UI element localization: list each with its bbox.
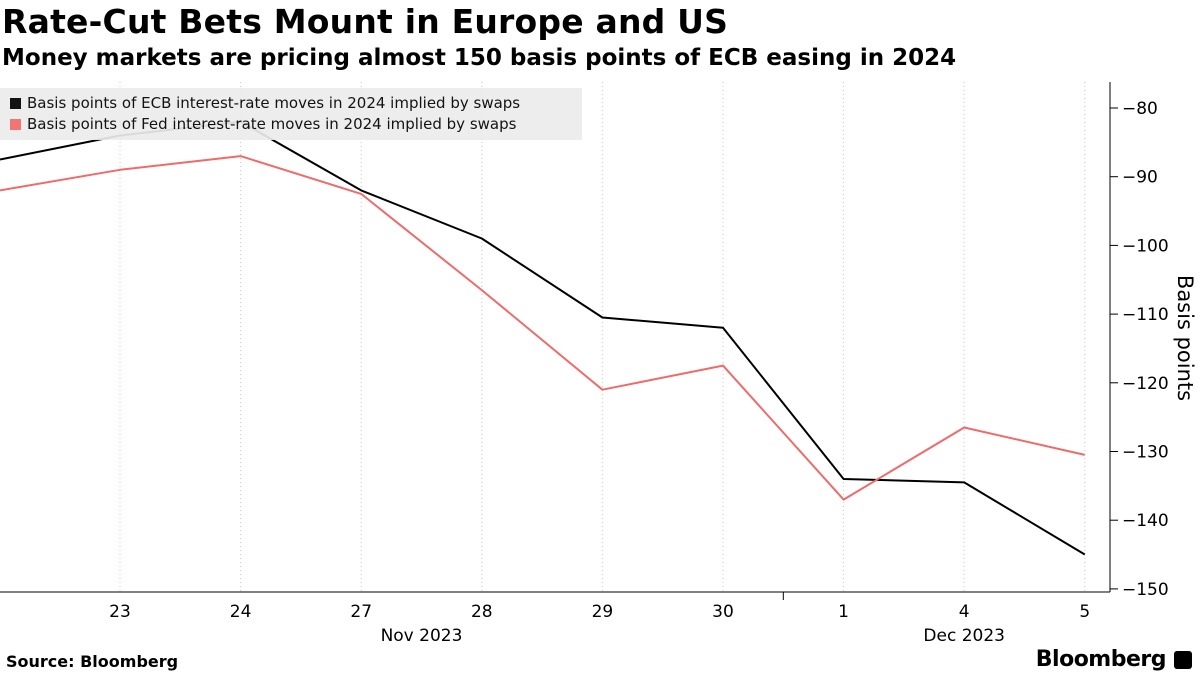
- legend-item-fed: Basis points of Fed interest-rate moves …: [10, 115, 516, 133]
- legend-swatch-ecb: [10, 98, 21, 109]
- legend-label-ecb: Basis points of ECB interest-rate moves …: [27, 94, 521, 112]
- axes: 23 24 27 28 29 30 1 4 5 Nov 2023 Dec 2023 −80 −90 −10…: [0, 82, 1197, 646]
- y-tick-label: −100: [1122, 236, 1169, 256]
- legend: Basis points of ECB interest-rate moves …: [0, 88, 582, 140]
- x-group-label: Nov 2023: [381, 626, 463, 646]
- x-tick-label: 1: [838, 602, 849, 622]
- legend-swatch-fed: [10, 119, 21, 130]
- x-tick-label: 28: [471, 602, 493, 622]
- bloomberg-logo: Bloomberg: [1035, 647, 1167, 672]
- y-tick-label: −150: [1122, 580, 1169, 600]
- y-tick-label: −130: [1122, 443, 1169, 463]
- x-tick-label: 24: [230, 602, 252, 622]
- x-tick-label: 4: [959, 602, 970, 622]
- x-tick-label: 27: [350, 602, 372, 622]
- y-tick-label: −120: [1122, 374, 1169, 394]
- y-tick-label: −110: [1122, 305, 1169, 325]
- y-tick-label: −140: [1122, 511, 1169, 531]
- legend-label-fed: Basis points of Fed interest-rate moves …: [27, 115, 517, 133]
- series-lines: [0, 120, 1086, 556]
- x-tick-label: 30: [712, 602, 734, 622]
- chart-title: Rate-Cut Bets Mount in Europe and US: [2, 2, 729, 41]
- legend-item-ecb: Basis points of ECB interest-rate moves …: [10, 94, 520, 112]
- y-tick-label: −90: [1122, 168, 1158, 188]
- y-tick-label: −80: [1122, 99, 1158, 119]
- series-line-ecb: [0, 120, 1086, 556]
- y-axis-title: Basis points: [1173, 275, 1197, 401]
- x-group-label: Dec 2023: [923, 626, 1005, 646]
- chart-subtitle: Money markets are pricing almost 150 bas…: [2, 45, 957, 71]
- x-tick-label: 5: [1079, 602, 1090, 622]
- source-note: Source: Bloomberg: [6, 652, 179, 671]
- x-tick-label: 23: [109, 602, 131, 622]
- series-line-fed: [0, 155, 1086, 501]
- x-tick-label: 29: [592, 602, 614, 622]
- bloomberg-terminal-icon: [1174, 651, 1192, 669]
- grid-lines: [119, 82, 1086, 592]
